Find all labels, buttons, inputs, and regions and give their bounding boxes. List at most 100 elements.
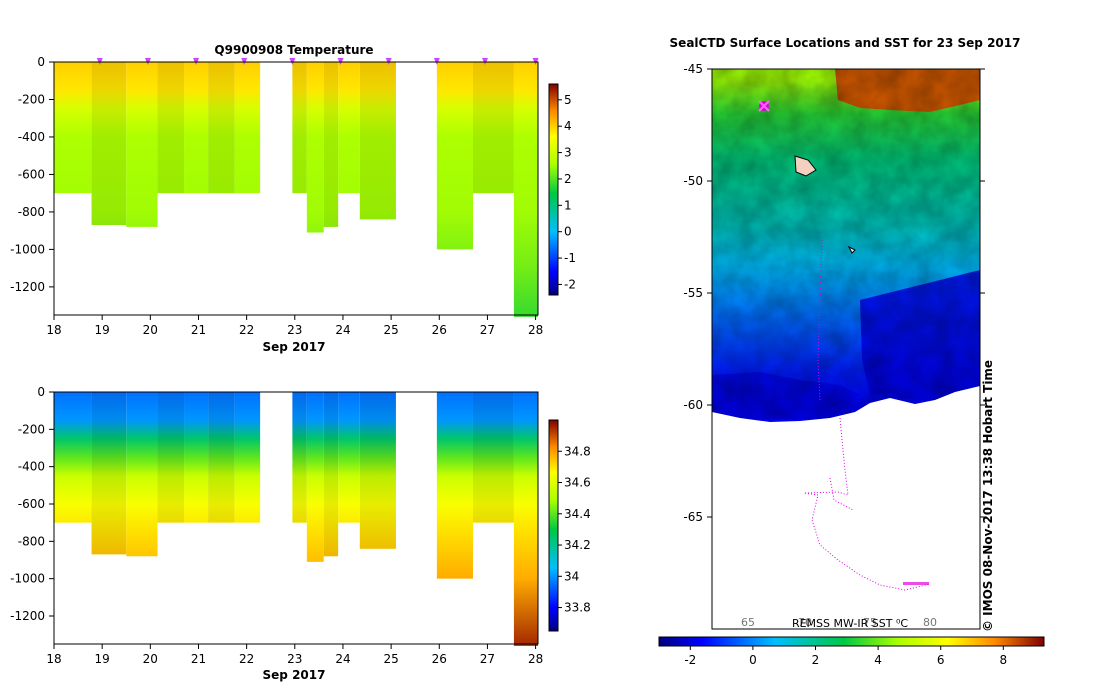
profile-shade: [359, 392, 396, 549]
profile-column: [338, 62, 360, 194]
salinity-panel: 0 -200 -400 -600 -800 -1000 -1200 18 19 20 21 22 23…: [10, 385, 591, 682]
x-tick-label: 27: [480, 652, 495, 666]
sea-ice-area: [712, 386, 980, 629]
y-tick-label: -600: [18, 497, 45, 511]
profile-column: [184, 62, 209, 194]
map-y-tick-label: -45: [683, 62, 703, 76]
temperature-y-axis: 0 -200 -400 -600 -800 -1000 -1200: [10, 55, 54, 294]
salinity-x-axis: 18 19 20 21 22 23 24 25 26 27 28: [46, 644, 543, 666]
x-tick-label: 19: [95, 323, 110, 337]
map-y-axis: -45 -50 -55 -60 -65: [683, 62, 985, 524]
profile-shade: [472, 392, 514, 523]
seal-location-cross: [758, 100, 770, 112]
colorbar-tick-label: -2: [564, 277, 576, 291]
x-tick-label: 19: [95, 652, 110, 666]
x-tick-label: 28: [528, 652, 543, 666]
temperature-title: Q9900908 Temperature: [214, 43, 373, 57]
profile-shade: [292, 62, 307, 194]
profile-shade: [323, 392, 339, 557]
salinity-colorbar: [548, 419, 559, 632]
x-tick-label: 23: [287, 323, 302, 337]
y-tick-label: -200: [18, 422, 45, 436]
x-tick-label: 24: [335, 323, 350, 337]
profile-column: [306, 392, 324, 562]
x-tick-label: 26: [432, 652, 447, 666]
profile-column: [306, 62, 324, 233]
profile-column: [513, 392, 538, 646]
y-tick-label: 0: [37, 55, 45, 69]
sst-colorbar-ticks: -2 0 2 4 6 8: [684, 646, 1007, 667]
y-tick-label: 0: [37, 385, 45, 399]
map-x-tick-label: 65: [741, 616, 755, 629]
profile-column: [54, 392, 92, 523]
sst-colorbar-tick-label: 0: [749, 653, 757, 667]
temperature-colorbar: [548, 83, 559, 296]
sst-colorbar-tick-label: 2: [812, 653, 820, 667]
map-x-tick-label: 70: [798, 616, 812, 629]
sst-colorbar-tick-label: 4: [874, 653, 882, 667]
sst-colorbar-tick-label: 8: [999, 653, 1007, 667]
profile-shade: [157, 62, 185, 194]
x-tick-label: 25: [383, 652, 398, 666]
profile-column: [338, 392, 360, 523]
colorbar-tick-label: 34.2: [564, 538, 591, 552]
temperature-panel: Q9900908 Temperature 0 -200 -400 -600 -800 -1…: [10, 43, 576, 354]
x-tick-label: 22: [239, 323, 254, 337]
x-tick-label: 18: [46, 652, 61, 666]
colorbar-tick-label: -1: [564, 251, 576, 265]
salinity-axes-frame: [53, 391, 539, 645]
temperature-colorbar-ticks: 5 4 3 2 1 0 -1 -2: [558, 93, 576, 291]
profile-shade: [359, 62, 396, 220]
profile-shade: [91, 392, 127, 555]
y-tick-label: -1200: [10, 609, 45, 623]
salinity-colorbar-ticks: 34.8 34.6 34.4 34.2 34 33.8: [558, 444, 591, 615]
y-tick-label: -400: [18, 130, 45, 144]
track-cluster: [903, 582, 929, 585]
colorbar-tick-label: 2: [564, 172, 572, 186]
map-sst-label: REMSS MW-IR SST ⁰C: [792, 617, 908, 630]
profile-shade: [208, 62, 235, 194]
map-y-tick-label: -65: [683, 510, 703, 524]
x-tick-label: 22: [239, 652, 254, 666]
salinity-y-axis: 0 -200 -400 -600 -800 -1000 -1200: [10, 385, 54, 623]
profile-column: [126, 392, 158, 557]
profile-column: [292, 392, 307, 523]
map-frame: [711, 68, 981, 630]
map-y-tick-label: -50: [683, 174, 703, 188]
y-tick-label: -600: [18, 167, 45, 181]
profile-column: [323, 392, 339, 557]
colorbar-tick-label: 4: [564, 119, 572, 133]
profile-shade: [208, 392, 235, 523]
profile-column: [323, 62, 339, 227]
x-tick-label: 26: [432, 323, 447, 337]
colorbar-tick-label: 3: [564, 146, 572, 160]
profile-shade: [157, 392, 185, 523]
sst-colorbar: [658, 636, 1045, 647]
colorbar-tick-label: 33.8: [564, 601, 591, 615]
x-tick-label: 21: [191, 652, 206, 666]
temperature-xlabel: Sep 2017: [263, 340, 326, 354]
profile-column: [513, 62, 538, 317]
colorbar-tick-label: 1: [564, 198, 572, 212]
imos-stamp: © IMOS 08-Nov-2017 13:38 Hobart Time: [981, 360, 995, 632]
x-tick-label: 28: [528, 323, 543, 337]
colorbar-tick-label: 34.4: [564, 507, 591, 521]
map-x-tick-label: 80: [923, 616, 937, 629]
map-title: SealCTD Surface Locations and SST for 23…: [670, 36, 1021, 50]
colorbar-tick-label: 34: [564, 569, 579, 583]
colorbar-tick-label: 5: [564, 93, 572, 107]
profile-column: [359, 392, 396, 549]
profile-column: [208, 392, 235, 523]
x-tick-label: 23: [287, 652, 302, 666]
profile-column: [208, 62, 235, 194]
x-tick-label: 24: [335, 652, 350, 666]
profile-shade: [472, 62, 514, 194]
map-y-tick-label: -60: [683, 398, 703, 412]
temperature-axes-frame: [53, 61, 539, 316]
temperature-profiles: [54, 62, 538, 317]
profile-column: [54, 62, 92, 194]
profile-shade: [323, 62, 339, 227]
x-tick-label: 25: [383, 323, 398, 337]
salinity-xlabel: Sep 2017: [263, 668, 326, 682]
y-tick-label: -800: [18, 534, 45, 548]
